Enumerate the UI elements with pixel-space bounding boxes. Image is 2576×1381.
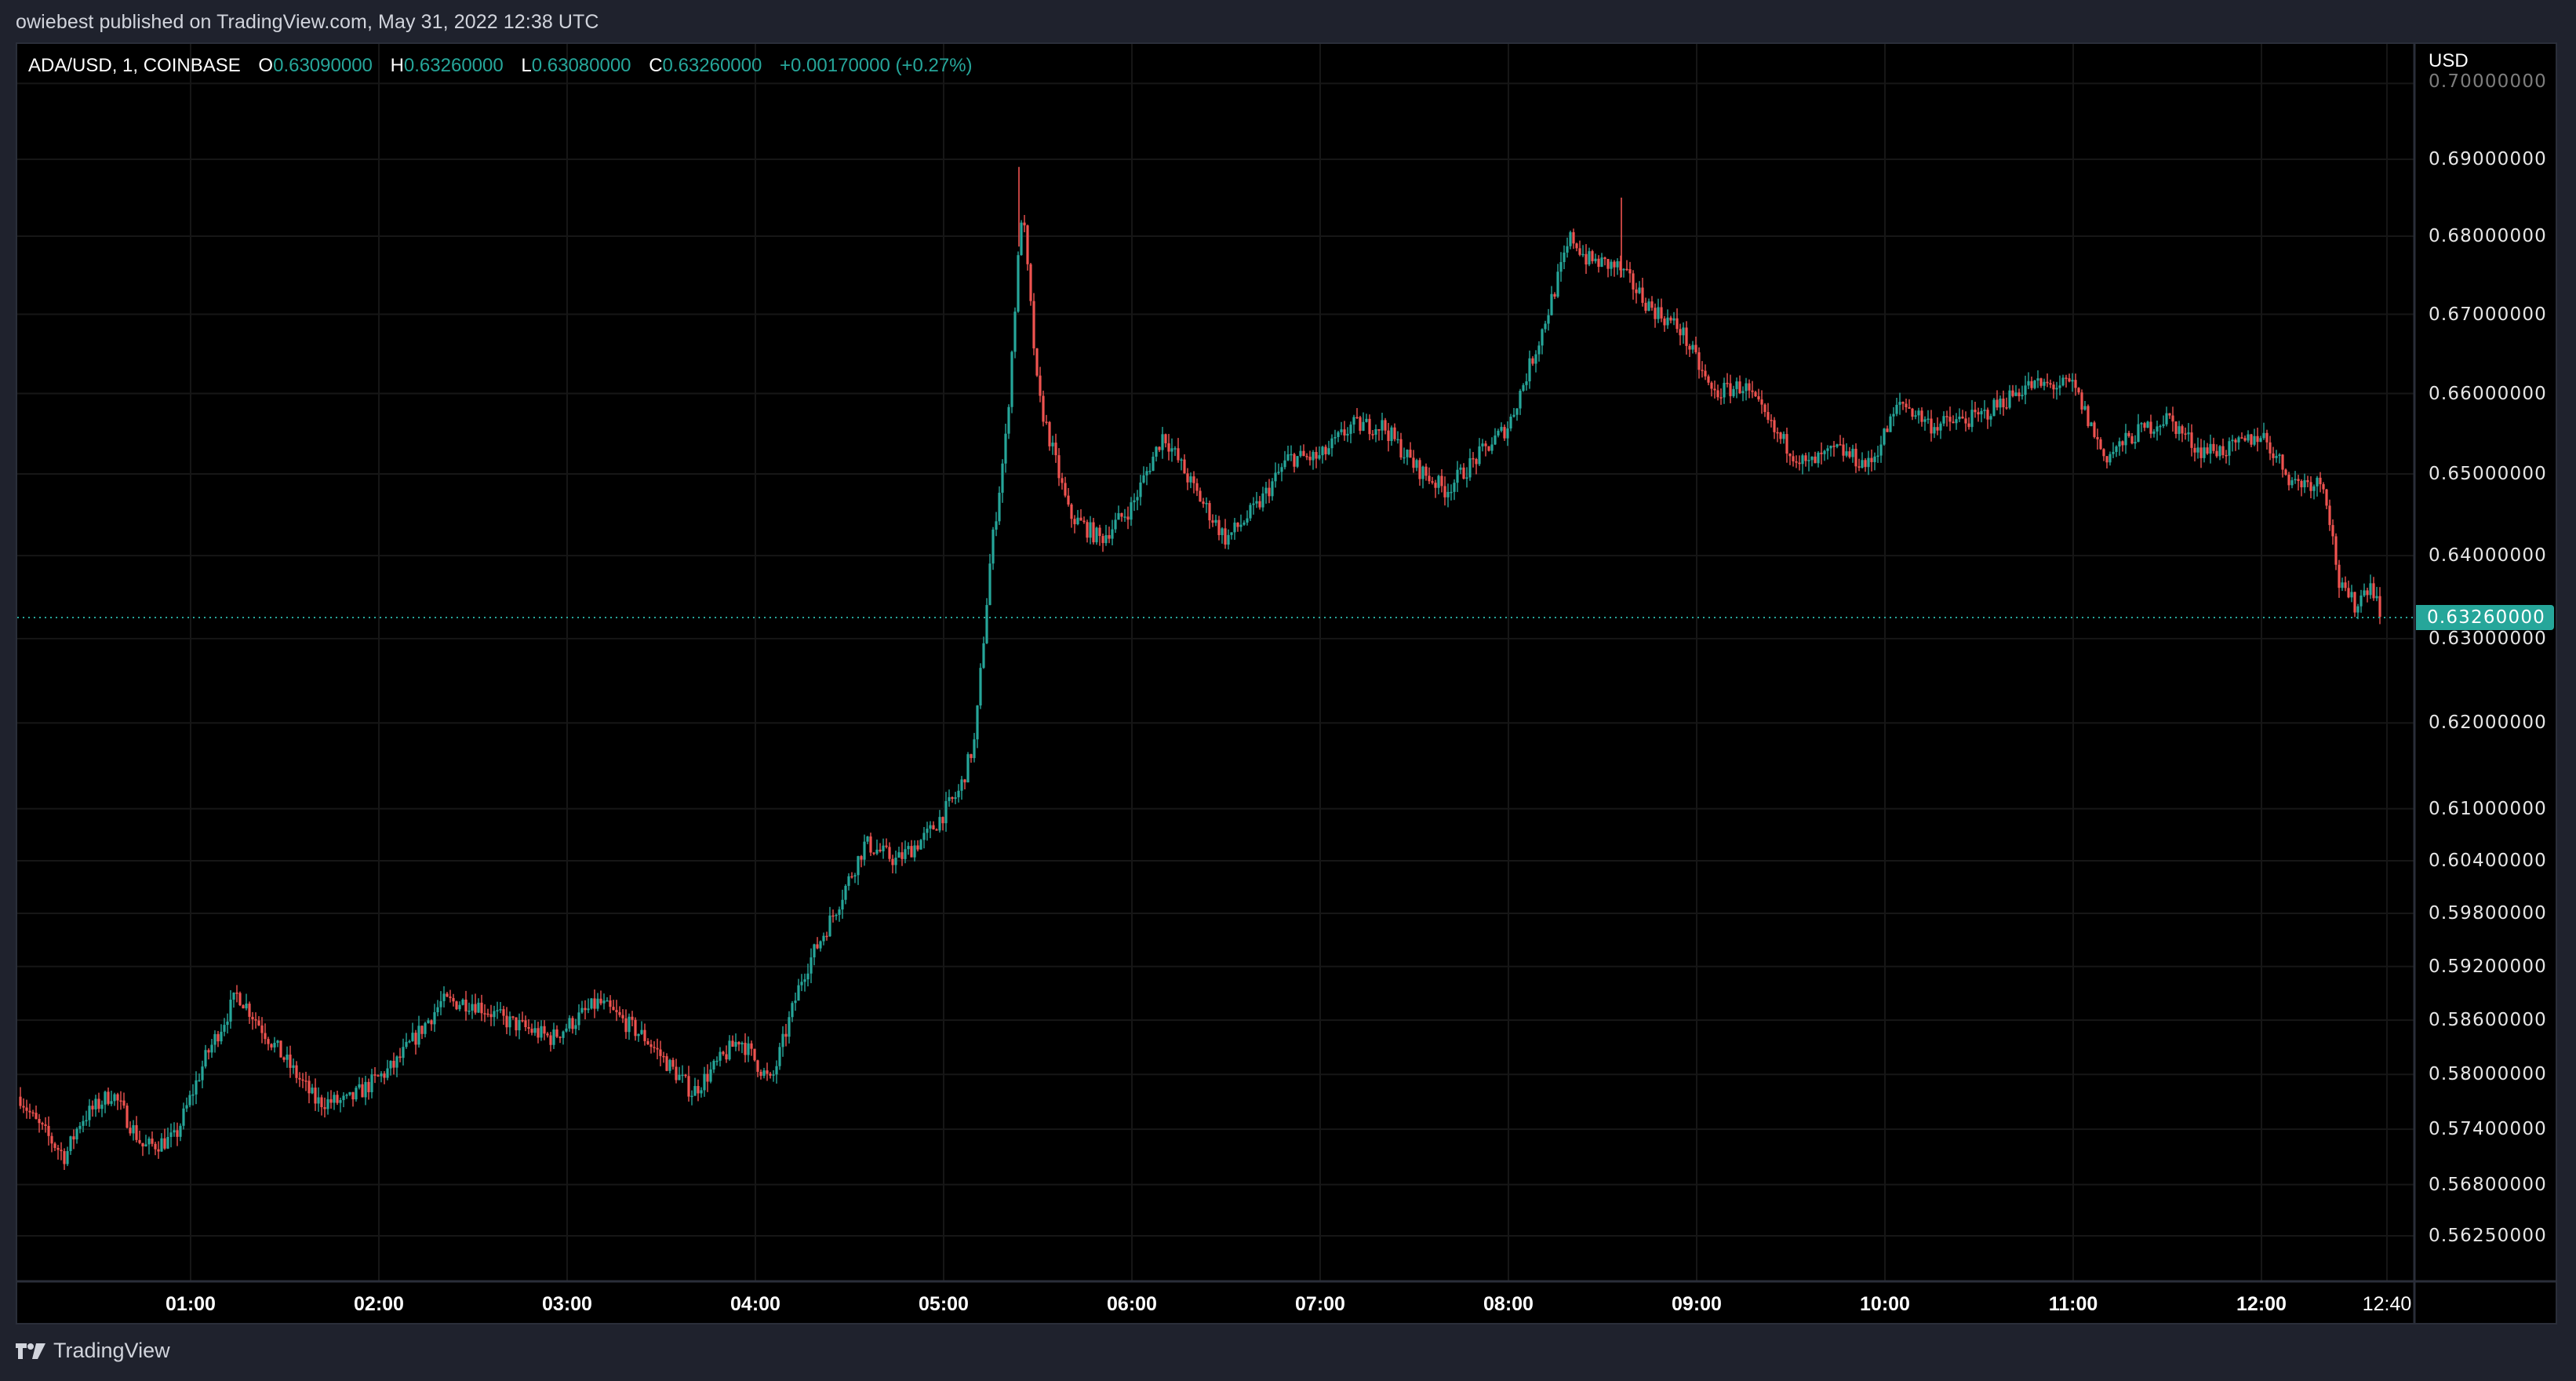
price-tick-label: 0.56800000 xyxy=(2429,1174,2548,1195)
time-tick-label: 11:00 xyxy=(2048,1293,2098,1315)
grid-lines xyxy=(17,44,2414,1281)
symbol-label[interactable]: ADA/USD, 1, COINBASE xyxy=(28,55,241,76)
price-tick-label: 0.57400000 xyxy=(2429,1119,2548,1140)
price-axis-unit[interactable]: USD xyxy=(2429,50,2469,71)
low-value: 0.63080000 xyxy=(531,55,631,76)
chart-pane[interactable] xyxy=(16,42,2557,1325)
time-tick-label: 02:00 xyxy=(354,1293,404,1315)
time-tick-label: 01:00 xyxy=(166,1293,216,1315)
price-tick-label: 0.69000000 xyxy=(2429,149,2548,169)
price-tick-label: 0.63000000 xyxy=(2429,628,2548,649)
price-tick-label: 0.62000000 xyxy=(2429,712,2548,734)
price-tick-label: 0.70000000 xyxy=(2429,71,2548,92)
price-tick-label: 0.56250000 xyxy=(2429,1226,2548,1246)
time-tick-label: 03:00 xyxy=(542,1293,592,1315)
price-tick-label: 0.59800000 xyxy=(2429,903,2548,924)
price-tick-label: 0.65000000 xyxy=(2429,464,2548,485)
brand-label: TradingView xyxy=(53,1339,170,1362)
time-tick-label: 10:00 xyxy=(1860,1293,1910,1315)
open-key: O xyxy=(258,55,274,76)
tradingview-logo-icon xyxy=(16,1343,45,1359)
time-tick-label: 12:00 xyxy=(2236,1293,2287,1315)
price-tick-label: 0.68000000 xyxy=(2429,226,2548,247)
price-tick-label: 0.58000000 xyxy=(2429,1064,2548,1085)
close-value: 0.63260000 xyxy=(662,55,762,76)
time-tick-label: 07:00 xyxy=(1295,1293,1345,1315)
candles xyxy=(19,166,2381,1171)
close-key: C xyxy=(649,55,663,76)
time-tick-label: 08:00 xyxy=(1483,1293,1534,1315)
time-tick-label: 09:00 xyxy=(1672,1293,1722,1315)
last-price-badge: 0.63260000 xyxy=(2416,605,2554,630)
high-value: 0.63260000 xyxy=(403,55,504,76)
price-tick-label: 0.66000000 xyxy=(2429,383,2548,404)
price-tick-label: 0.67000000 xyxy=(2429,304,2548,325)
change-value: +0.00170000 (+0.27%) xyxy=(780,55,973,76)
time-tick-label: 12:40 xyxy=(2362,1293,2412,1315)
high-key: H xyxy=(390,55,404,76)
open-value: 0.63090000 xyxy=(273,55,373,76)
price-tick-label: 0.60400000 xyxy=(2429,850,2548,871)
time-tick-label: 04:00 xyxy=(730,1293,780,1315)
price-tick-label: 0.59200000 xyxy=(2429,956,2548,977)
time-tick-label: 05:00 xyxy=(919,1293,969,1315)
price-tick-label: 0.64000000 xyxy=(2429,545,2548,567)
tradingview-brand[interactable]: TradingView xyxy=(16,1339,170,1363)
price-tick-label: 0.58600000 xyxy=(2429,1010,2548,1031)
price-tick-label: 0.61000000 xyxy=(2429,798,2548,819)
low-key: L xyxy=(521,55,532,76)
time-tick-label: 06:00 xyxy=(1107,1293,1157,1315)
publish-info: owiebest published on TradingView.com, M… xyxy=(16,11,599,33)
ohlc-legend: ADA/USD, 1, COINBASE O0.63090000 H0.6326… xyxy=(28,55,973,77)
